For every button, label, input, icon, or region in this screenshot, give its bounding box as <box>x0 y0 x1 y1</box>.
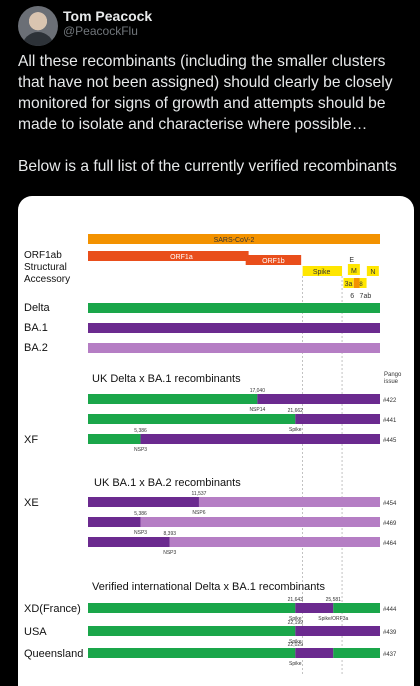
breakpoint-position: 8,393 <box>164 531 177 537</box>
recombinant-right-segment <box>140 517 380 527</box>
breakpoint-gene: NSP3 <box>134 447 147 453</box>
breakpoint-position: 22,029 <box>288 642 304 648</box>
breakpoint-gene: NSP3 <box>134 530 147 536</box>
breakpoint-position: 21,662 <box>288 408 304 414</box>
recombinant-right-segment <box>257 394 380 404</box>
breakpoint-position: 5,386 <box>134 511 147 517</box>
recombinant-right-segment <box>295 626 380 636</box>
orf8-bar <box>359 278 367 288</box>
genome-label: SARS-CoV-2 <box>214 237 255 244</box>
recombinant-mid-segment <box>295 603 334 613</box>
recombinant-left-segment <box>88 626 296 636</box>
orf3a-label: 3a <box>345 281 353 288</box>
recombinant-right-segment <box>198 497 380 507</box>
breakpoint-position: 25,581 <box>326 597 342 603</box>
parent-bar <box>88 343 380 353</box>
breakpoint-position: 5,386 <box>134 428 147 434</box>
pango-header: Pango <box>384 372 402 378</box>
author-handle[interactable]: @PeacockFlu <box>63 24 138 38</box>
spike-bar <box>302 266 343 276</box>
breakpoint-position: 21,643 <box>288 597 304 603</box>
parent-bar <box>88 323 380 333</box>
recombinant-right-segment <box>140 434 380 444</box>
recombinant-label: XD(France) <box>24 603 81 615</box>
orf6-bar <box>353 278 361 288</box>
recombinant-label: XF <box>24 434 38 446</box>
parent-bar <box>88 303 380 313</box>
recombinant-right-segment <box>333 648 380 658</box>
section-title: UK Delta x BA.1 recombinants <box>92 373 241 385</box>
recombinant-label: USA <box>24 626 47 638</box>
orf1a-bar <box>88 251 249 261</box>
breakpoint-gene: NSP14 <box>249 407 265 413</box>
orf1b-label: ORF1b <box>262 258 285 265</box>
orf1a-label: ORF1a <box>170 254 193 261</box>
pango-issue: #422 <box>383 398 397 404</box>
breakpoint-position: 17,040 <box>250 388 266 394</box>
pango-issue: #441 <box>383 418 397 424</box>
recombinant-left-segment <box>88 497 199 507</box>
author-name[interactable]: Tom Peacock <box>63 8 153 24</box>
avatar[interactable] <box>18 6 58 46</box>
recombinant-left-segment <box>88 537 170 547</box>
section-title: Verified international Delta x BA.1 reco… <box>92 581 325 593</box>
genome-row-label: ORF1ab <box>24 250 62 261</box>
orf7ab-label: 7ab <box>360 293 372 300</box>
pango-issue: #439 <box>383 630 397 636</box>
breakpoint-gene: Spike <box>289 427 302 433</box>
recombinant-mid-segment <box>295 648 334 658</box>
section-title: UK BA.1 x BA.2 recombinants <box>94 477 241 489</box>
recombinant-left-segment <box>88 648 296 658</box>
recombinant-right-segment <box>333 603 380 613</box>
breakpoint-gene: Spike <box>289 639 302 645</box>
recombinant-left-segment <box>88 394 258 404</box>
spike-label: Spike <box>313 269 331 276</box>
genome-bar <box>88 234 380 244</box>
pango-issue: #454 <box>383 501 397 507</box>
breakpoint-gene: NSP6 <box>192 510 205 516</box>
e-label: E <box>349 257 354 264</box>
genome-row-label: Accessory <box>24 274 70 285</box>
recombinant-label: Queensland <box>24 648 83 660</box>
n-bar <box>366 266 379 276</box>
breakpoint-gene: Spike <box>289 616 302 622</box>
parent-label: BA.1 <box>24 322 48 334</box>
tweet-text: All these recombinants (including the sm… <box>18 51 414 198</box>
pango-issue: #437 <box>383 652 397 658</box>
pango-issue: #469 <box>383 521 397 527</box>
m-bar <box>347 264 360 275</box>
recombinant-left-segment <box>88 414 296 424</box>
recombinant-left-segment <box>88 434 141 444</box>
orf1b-bar <box>245 255 302 265</box>
recombinant-label: XE <box>24 497 39 509</box>
breakpoint-gene: Spike/ORF3a <box>318 616 348 622</box>
genome-row-label: Structural <box>24 262 67 273</box>
pango-issue: #444 <box>383 607 397 613</box>
recombinant-left-segment <box>88 603 296 613</box>
parent-label: Delta <box>24 302 51 314</box>
recombinant-left-segment <box>88 517 141 527</box>
recombinant-right-segment <box>295 414 380 424</box>
breakpoint-position: 22,199 <box>288 620 304 626</box>
tweet-image[interactable]: SARS-CoV-2 ORF1a ORF1b Spike E M N 3a 8 6 7ab ORF1a… <box>18 196 414 686</box>
breakpoint-gene: NSP3 <box>163 550 176 556</box>
recombinant-figure: SARS-CoV-2 ORF1a ORF1b Spike EM N 3a 86 7ab ORF1a… <box>24 234 402 676</box>
pango-header: issue <box>384 379 399 385</box>
breakpoint-position: 11,537 <box>191 491 206 497</box>
orf6-label: 6 <box>350 293 354 300</box>
recombinant-right-segment <box>169 537 380 547</box>
parent-label: BA.2 <box>24 342 48 354</box>
m-label: M <box>351 268 357 275</box>
orf8-label: 8 <box>359 282 363 288</box>
n-label: N <box>370 269 375 276</box>
pango-issue: #464 <box>383 541 397 547</box>
orf3a-bar <box>343 278 354 288</box>
tweet-paragraph-1: All these recombinants (including the sm… <box>18 53 393 133</box>
breakpoint-gene: Spike <box>289 661 302 667</box>
pango-issue: #445 <box>383 438 397 444</box>
tweet-paragraph-2: Below is a full list of the currently ve… <box>18 158 397 175</box>
